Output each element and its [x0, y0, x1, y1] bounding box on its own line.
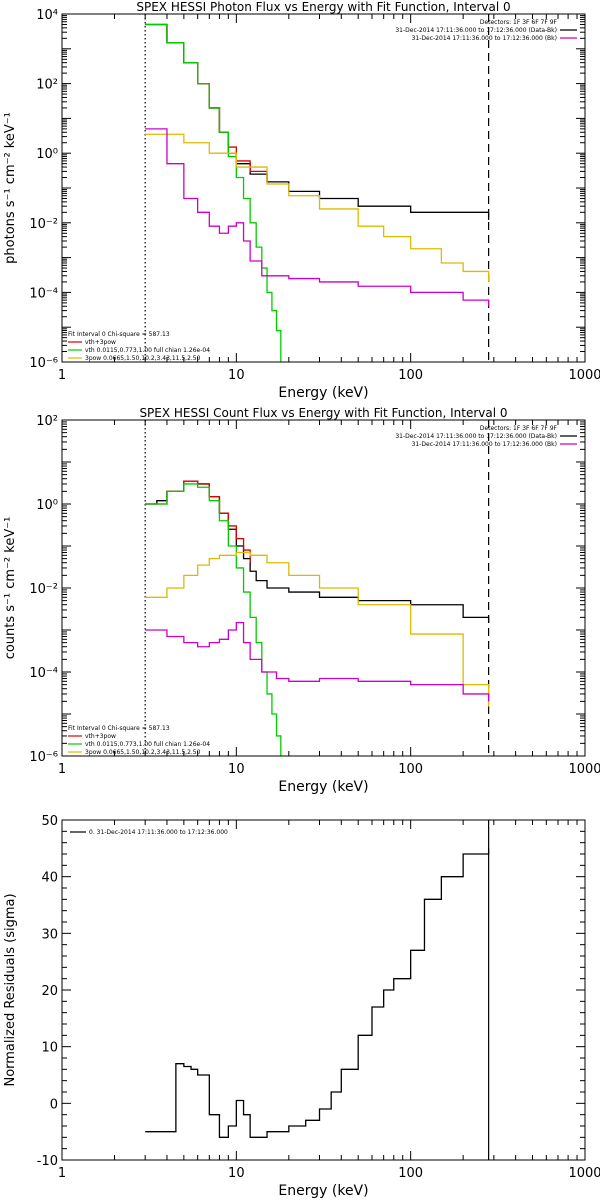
x-tick-label: 1000 — [568, 368, 600, 383]
series-line-5 — [145, 621, 490, 702]
series-line-4 — [145, 551, 490, 707]
legend-bottom-entry: vth 0.0115,0.773,1.00 full chian 1.26e-0… — [85, 347, 210, 354]
series-group — [145, 480, 490, 756]
legend-top-entry: 31-Dec-2014 17:11:36.000 to 17:12:36.000… — [395, 433, 557, 440]
legend-top-entry: 0. 31-Dec-2014 17:11:36.000 to 17:12:36.… — [89, 829, 228, 836]
x-axis-label: Energy (keV) — [278, 385, 368, 401]
legend-bottom-entry: vth 0.0115,0.773,1.00 full chian 1.26e-0… — [85, 741, 210, 748]
y-tick-label: 10⁻² — [29, 582, 58, 597]
x-tick-label: 10 — [228, 762, 245, 777]
legend-top-entry: Detectors: 1F 3F 6F 7F 9F — [480, 425, 558, 432]
series-line-3 — [145, 483, 282, 756]
y-tick-label: 10² — [36, 78, 58, 93]
y-tick-label: 10⁻⁴ — [29, 666, 58, 681]
x-tick-label: 1 — [58, 762, 66, 777]
y-tick-label: 30 — [41, 927, 58, 942]
series-line-2 — [145, 480, 251, 563]
y-tick-label: 10⁰ — [36, 498, 58, 513]
y-tick-label: 20 — [41, 984, 58, 999]
x-tick-label: 100 — [398, 1166, 423, 1181]
y-tick-label: 10⁻⁶ — [29, 750, 58, 765]
series-line-1 — [145, 480, 490, 623]
chart-panel-2: SPEX HESSI Count Flux vs Energy with Fit… — [3, 406, 600, 795]
y-tick-label: 50 — [41, 814, 58, 829]
legend-bottom-entry: vth+3pow — [85, 339, 116, 346]
series-line-4 — [145, 133, 490, 282]
legend-top-entry: 31-Dec-2014 17:11:36.000 to 17:12:36.000… — [412, 441, 557, 448]
y-tick-label: 0 — [50, 1097, 58, 1112]
legend-top-entry: 31-Dec-2014 17:11:36.000 to 17:12:36.000… — [395, 27, 557, 34]
x-tick-label: 10 — [228, 1166, 245, 1181]
y-tick-label: 10⁻⁴ — [29, 286, 58, 301]
x-tick-label: 1 — [58, 368, 66, 383]
legend-top-entry: Detectors: 1F 3F 6F 7F 9F — [480, 19, 558, 26]
y-tick-label: 10 — [41, 1041, 58, 1056]
y-axis-label: photons s⁻¹ cm⁻² keV⁻¹ — [3, 112, 18, 264]
y-axis-label: counts s⁻¹ cm⁻² keV⁻¹ — [3, 517, 18, 660]
series-group — [145, 23, 490, 362]
x-tick-label: 1000 — [568, 1166, 600, 1181]
legend-bottom-entry: Fit Interval 0 Chi-square = 587.13 — [68, 725, 170, 732]
y-tick-label: -10 — [37, 1154, 58, 1169]
chart-panel-3: 1 10 100 1000 Energy (keV) -10 0 10 20 30 40 50 Norm… — [3, 814, 600, 1199]
series-line-5 — [145, 128, 490, 307]
x-tick-label: 10 — [228, 368, 245, 383]
legend-bottom-entry: vth+3pow — [85, 733, 116, 740]
x-tick-label: 100 — [398, 368, 423, 383]
chart-title: SPEX HESSI Count Flux vs Energy with Fit… — [139, 406, 507, 420]
x-axis-label: Energy (keV) — [278, 779, 368, 795]
legend-bottom-entry: Fit Interval 0 Chi-square = 587.13 — [68, 331, 170, 338]
series-line-1 — [145, 848, 490, 1138]
y-tick-label: 10⁴ — [36, 8, 58, 23]
plot-frame — [61, 13, 586, 363]
chart-title: SPEX HESSI Photon Flux vs Energy with Fi… — [136, 0, 510, 14]
y-tick-label: 40 — [41, 871, 58, 886]
chart-panel-1: SPEX HESSI Photon Flux vs Energy with Fi… — [3, 0, 600, 401]
legend-top-entry: 31-Dec-2014 17:11:36.000 to 17:12:36.000… — [412, 35, 557, 42]
y-tick-label: 10⁻² — [29, 217, 58, 232]
y-tick-label: 10⁻⁶ — [29, 356, 58, 371]
x-tick-label: 1000 — [568, 762, 600, 777]
legend-bottom-entry: 3pow 0.0665,1.50,10.2,3.43,11.5,2.50 — [85, 355, 201, 362]
x-tick-label: 100 — [398, 762, 423, 777]
y-tick-label: 10² — [36, 414, 58, 429]
y-tick-label: 10⁰ — [36, 147, 58, 162]
x-tick-label: 1 — [58, 1166, 66, 1181]
series-line-3 — [145, 23, 282, 362]
y-axis-label: Normalized Residuals (sigma) — [3, 893, 18, 1086]
legend-bottom-entry: 3pow 0.0665,1.50,10.2,3.43,11.5,2.50 — [85, 749, 201, 756]
series-line-2 — [145, 23, 268, 182]
series-line-1 — [145, 23, 490, 221]
x-axis-label: Energy (keV) — [278, 1183, 368, 1199]
series-group — [145, 848, 490, 1138]
